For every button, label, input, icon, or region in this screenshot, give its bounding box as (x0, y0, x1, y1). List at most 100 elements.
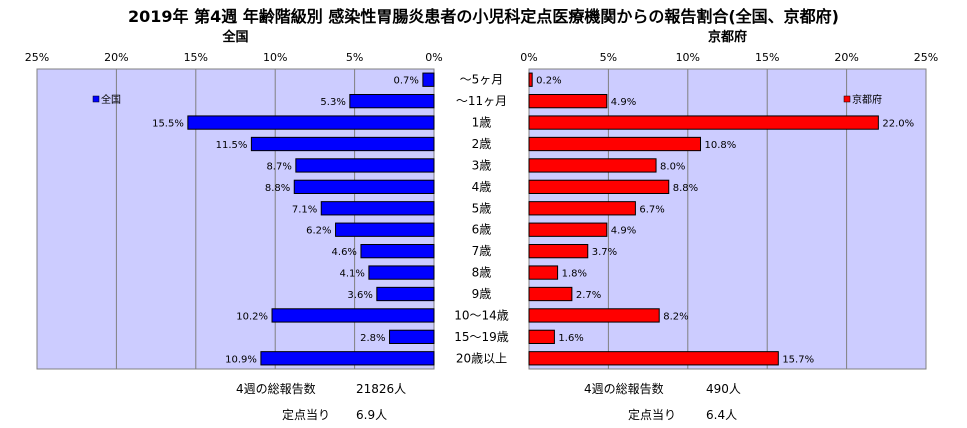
kyoto-bar (528, 201, 636, 216)
kyoto-bar (528, 286, 573, 302)
kyoto-data-label: 1.8% (562, 269, 587, 280)
national-data-label: 10.9% (225, 354, 257, 365)
kyoto-tick-label: 0% (520, 51, 537, 64)
national-data-label: 4.6% (332, 247, 357, 258)
kyoto-data-label: 22.0% (882, 119, 914, 130)
category-label: 8歳 (472, 266, 492, 280)
category-label: 1歳 (472, 116, 492, 130)
national-bar (187, 115, 435, 130)
kyoto-total-value: 490人 (706, 382, 741, 396)
national-total-label: 4週の総報告数 (236, 382, 316, 396)
national-data-label: 5.3% (320, 97, 345, 108)
national-data-label: 8.8% (265, 183, 290, 194)
kyoto-tick-label: 15% (755, 51, 779, 64)
national-data-label: 11.5% (216, 140, 248, 151)
national-data-label: 3.6% (347, 290, 372, 301)
national-data-label: 6.2% (306, 226, 331, 237)
kyoto-data-label: 4.9% (611, 226, 636, 237)
national-data-label: 4.1% (339, 269, 364, 280)
category-label: 15～19歳 (454, 330, 509, 344)
national-total-value: 21826人 (356, 382, 407, 396)
national-bar (349, 94, 435, 109)
kyoto-data-label: 2.7% (576, 290, 601, 301)
kyoto-bar (528, 265, 559, 280)
kyoto-data-label: 8.8% (673, 183, 698, 194)
kyoto-tick-label: 10% (676, 51, 700, 64)
national-tick-label: 10% (263, 51, 287, 64)
kyoto-legend-swatch (843, 95, 851, 103)
kyoto-data-label: 10.8% (705, 140, 737, 151)
category-label: 3歳 (472, 158, 492, 172)
national-plot-area (36, 68, 435, 370)
kyoto-per-label: 定点当り (628, 408, 677, 422)
national-data-label: 7.1% (292, 204, 317, 215)
chart-title: 2019年 第4週 年齢階級別 感染性胃腸炎患者の小児科定点医療機関からの報告割… (127, 7, 839, 26)
category-label: 7歳 (472, 244, 492, 258)
kyoto-bar (528, 308, 660, 323)
national-bar (360, 244, 435, 259)
kyoto-tick-label: 20% (834, 51, 858, 64)
category-label: 6歳 (472, 223, 492, 237)
national-bar (335, 222, 435, 237)
kyoto-plot-area (528, 68, 927, 370)
kyoto-data-label: 1.6% (558, 333, 583, 344)
kyoto-bar (528, 158, 657, 173)
kyoto-tick-label: 5% (600, 51, 617, 64)
national-tick-label: 0% (425, 51, 442, 64)
national-tick-label: 15% (184, 51, 208, 64)
kyoto-bar (528, 329, 555, 345)
category-label: 4歳 (472, 180, 492, 194)
kyoto-bar (528, 136, 702, 152)
national-tick-label: 25% (25, 51, 49, 64)
national-bar (320, 201, 435, 216)
kyoto-bar (528, 222, 608, 237)
category-label: 9歳 (472, 287, 492, 301)
kyoto-per-value: 6.4人 (706, 408, 738, 422)
kyoto-bar (528, 115, 879, 130)
kyoto-data-label: 3.7% (592, 247, 617, 258)
kyoto-data-label: 6.7% (639, 204, 664, 215)
kyoto-bar (528, 72, 533, 87)
kyoto-panel-title: 京都府 (708, 29, 747, 45)
category-label: ～11ヶ月 (456, 94, 507, 108)
national-panel-title: 全国 (221, 29, 248, 45)
category-label: 2歳 (472, 137, 492, 151)
kyoto-bar (528, 351, 779, 366)
national-per-value: 6.9人 (356, 408, 388, 422)
category-label: 10～14歳 (454, 308, 509, 322)
kyoto-total-label: 4週の総報告数 (584, 382, 664, 396)
national-bar (293, 179, 435, 194)
category-label: ～5ヶ月 (460, 73, 504, 87)
kyoto-legend-label: 京都府 (852, 93, 882, 106)
national-data-label: 8.7% (266, 161, 291, 172)
national-tick-label: 5% (346, 51, 363, 64)
national-per-label: 定点当り (282, 408, 331, 422)
national-bar (260, 351, 435, 366)
national-tick-label: 20% (104, 51, 128, 64)
kyoto-data-label: 15.7% (782, 354, 814, 365)
kyoto-bar (528, 94, 608, 109)
national-bar (376, 286, 435, 302)
national-legend-label: 全国 (101, 93, 121, 106)
national-bar (250, 136, 435, 152)
kyoto-bar (528, 244, 589, 259)
national-bar (422, 72, 435, 87)
kyoto-data-label: 8.0% (660, 161, 685, 172)
category-label: 5歳 (472, 201, 492, 215)
category-label: 20歳以上 (456, 351, 507, 365)
national-data-label: 15.5% (152, 119, 184, 130)
kyoto-bar (528, 179, 670, 194)
kyoto-tick-label: 25% (914, 51, 938, 64)
national-bar (295, 158, 435, 173)
national-bar (389, 329, 435, 345)
national-data-label: 10.2% (236, 311, 268, 322)
national-legend-swatch (92, 95, 100, 103)
kyoto-data-label: 0.2% (536, 76, 561, 87)
national-bar (271, 308, 435, 323)
national-bar (368, 265, 435, 280)
kyoto-data-label: 8.2% (663, 311, 688, 322)
national-data-label: 2.8% (360, 333, 385, 344)
kyoto-data-label: 4.9% (611, 97, 636, 108)
national-data-label: 0.7% (393, 76, 418, 87)
